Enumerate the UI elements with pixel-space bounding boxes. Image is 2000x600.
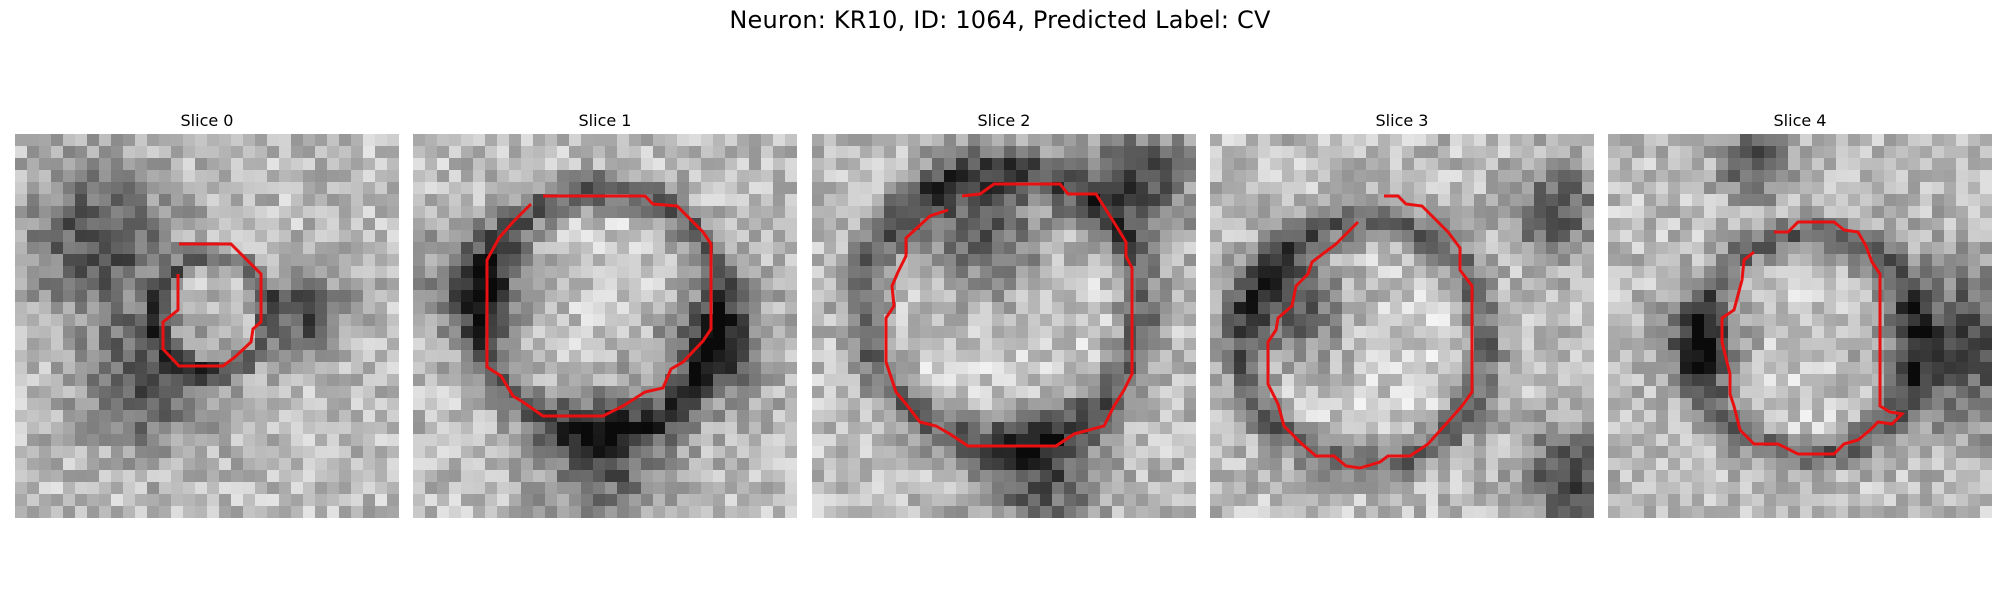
slice-title-4: Slice 4: [1773, 111, 1827, 130]
slice-image-2: [812, 134, 1196, 518]
slice-panel-2: Slice 2: [812, 108, 1196, 518]
roi-outline: [161, 242, 263, 368]
roi-outline: [1266, 194, 1474, 470]
slice-title-0: Slice 0: [180, 111, 234, 130]
slice-title-3: Slice 3: [1375, 111, 1429, 130]
slice-panel-0: Slice 0: [15, 108, 399, 518]
slice-image-0: [15, 134, 399, 518]
roi-outline: [485, 194, 713, 418]
figure-title: Neuron: KR10, ID: 1064, Predicted Label:…: [729, 6, 1271, 34]
slice-panel-3: Slice 3: [1210, 108, 1594, 518]
roi-outline: [884, 182, 1134, 448]
slice-image-1: [413, 134, 797, 518]
slice-title-2: Slice 2: [977, 111, 1031, 130]
slice-panel-4: Slice 4: [1608, 108, 1992, 518]
slice-title-1: Slice 1: [578, 111, 632, 130]
slice-image-3: [1210, 134, 1594, 518]
slice-image-4: [1608, 134, 1992, 518]
roi-outline: [1720, 220, 1906, 456]
slice-panel-1: Slice 1: [413, 108, 797, 518]
